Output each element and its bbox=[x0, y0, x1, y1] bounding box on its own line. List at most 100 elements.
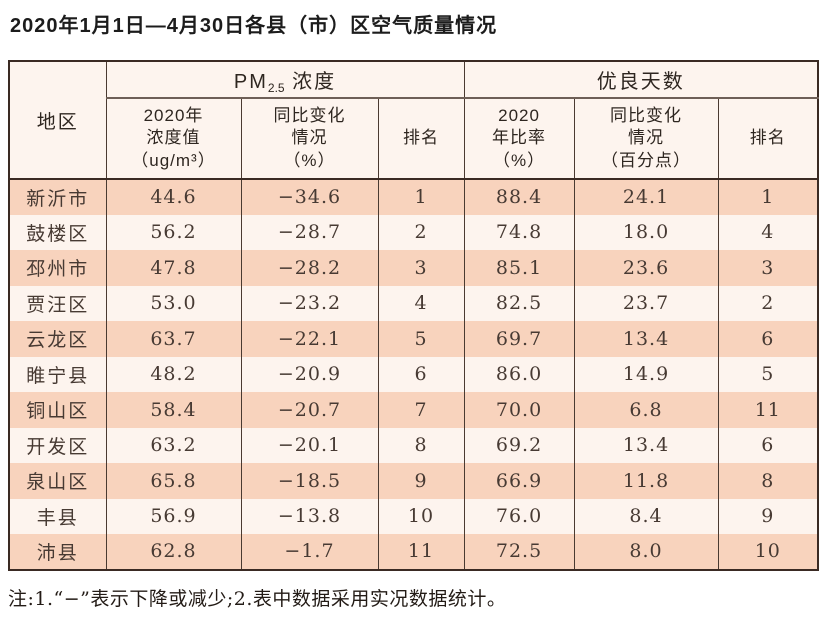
region-cell: 新沂市 bbox=[8, 179, 107, 215]
value-cell: 69.7 bbox=[463, 321, 575, 357]
subheader-row: 2020年 浓度值 （ug/m³） 同比变化 情况 （%） 排名 2020 年比率 （%） 同比变化… bbox=[9, 98, 819, 180]
table-row: 邳州市 47.8 −28.2 3 85.1 23.6 3 bbox=[8, 250, 819, 286]
table-body: 新沂市 44.6 −34.6 1 88.4 24.1 1 鼓楼区 56.2 −28.7 2 74.8 1… bbox=[8, 179, 819, 570]
value-cell: 6 bbox=[377, 356, 465, 392]
value-cell: 3 bbox=[377, 250, 465, 286]
table-row: 开发区 63.2 −20.1 8 69.2 13.4 6 bbox=[8, 427, 819, 463]
value-cell: 63.2 bbox=[105, 427, 242, 463]
table-header: 地区 PM2.5 浓度 优良天数 2020年 浓度值 （ug/m³） 同比变化 情况 （%… bbox=[8, 61, 819, 180]
column-header: 2020年 浓度值 （ug/m³） bbox=[105, 98, 242, 180]
pm25-label-main: PM bbox=[233, 70, 268, 93]
footnote: 注:1.“−”表示下降或减少;2.表中数据采用实况数据统计。 bbox=[8, 588, 507, 610]
value-cell: 85.1 bbox=[463, 250, 575, 286]
value-cell: 70.0 bbox=[463, 392, 575, 428]
value-cell: 65.8 bbox=[105, 463, 242, 499]
value-cell: −28.2 bbox=[240, 250, 379, 286]
value-cell: 10 bbox=[717, 534, 819, 570]
value-cell: 6.8 bbox=[573, 392, 719, 428]
table-row: 泉山区 65.8 −18.5 9 66.9 11.8 8 bbox=[8, 463, 819, 499]
value-cell: −20.1 bbox=[240, 427, 379, 463]
value-cell: 69.2 bbox=[463, 427, 575, 463]
region-cell: 开发区 bbox=[8, 427, 107, 463]
value-cell: 56.9 bbox=[105, 498, 242, 534]
table-row: 沛县 62.8 −1.7 11 72.5 8.0 10 bbox=[8, 534, 819, 570]
value-cell: −34.6 bbox=[240, 179, 379, 215]
value-cell: 88.4 bbox=[463, 179, 575, 215]
value-cell: 7 bbox=[377, 392, 465, 428]
value-cell: −20.9 bbox=[240, 356, 379, 392]
table-row: 睢宁县 48.2 −20.9 6 86.0 14.9 5 bbox=[8, 356, 819, 392]
value-cell: 23.6 bbox=[573, 250, 719, 286]
pm25-label-rest: 浓度 bbox=[284, 70, 337, 93]
value-cell: 6 bbox=[717, 321, 819, 357]
table-row: 云龙区 63.7 −22.1 5 69.7 13.4 6 bbox=[8, 321, 819, 357]
table-row: 贾汪区 53.0 −23.2 4 82.5 23.7 2 bbox=[8, 285, 819, 321]
air-quality-table: 地区 PM2.5 浓度 优良天数 2020年 浓度值 （ug/m³） 同比变化 情况 （%… bbox=[8, 60, 820, 571]
region-cell: 铜山区 bbox=[8, 392, 107, 428]
value-cell: 9 bbox=[377, 463, 465, 499]
value-cell: 5 bbox=[717, 356, 819, 392]
group-header-pm25: PM2.5 浓度 bbox=[105, 61, 465, 99]
column-header-region: 地区 bbox=[8, 61, 107, 180]
value-cell: 4 bbox=[377, 285, 465, 321]
value-cell: 53.0 bbox=[105, 285, 242, 321]
column-header: 同比变化 情况 （%） bbox=[240, 98, 379, 180]
table-row: 铜山区 58.4 −20.7 7 70.0 6.8 11 bbox=[8, 392, 819, 428]
group-header-good-days: 优良天数 bbox=[463, 61, 819, 99]
value-cell: 1 bbox=[377, 179, 465, 215]
value-cell: 4 bbox=[717, 214, 819, 250]
region-cell: 丰县 bbox=[8, 498, 107, 534]
column-header: 排名 bbox=[377, 98, 465, 180]
value-cell: 76.0 bbox=[463, 498, 575, 534]
table-row: 鼓楼区 56.2 −28.7 2 74.8 18.0 4 bbox=[8, 214, 819, 250]
column-header: 排名 bbox=[717, 98, 819, 180]
value-cell: 18.0 bbox=[573, 214, 719, 250]
region-cell: 鼓楼区 bbox=[8, 214, 107, 250]
column-header: 同比变化 情况 （百分点） bbox=[573, 98, 719, 180]
value-cell: 82.5 bbox=[463, 285, 575, 321]
value-cell: 23.7 bbox=[573, 285, 719, 321]
value-cell: 47.8 bbox=[105, 250, 242, 286]
value-cell: 6 bbox=[717, 427, 819, 463]
value-cell: 66.9 bbox=[463, 463, 575, 499]
value-cell: −13.8 bbox=[240, 498, 379, 534]
value-cell: 58.4 bbox=[105, 392, 242, 428]
table-row: 新沂市 44.6 −34.6 1 88.4 24.1 1 bbox=[8, 179, 819, 215]
pm25-label-subscript: 2.5 bbox=[267, 80, 285, 95]
table-row: 丰县 56.9 −13.8 10 76.0 8.4 9 bbox=[8, 498, 819, 534]
value-cell: −28.7 bbox=[240, 214, 379, 250]
page-title: 2020年1月1日—4月30日各县（市）区空气质量情况 bbox=[10, 15, 498, 37]
value-cell: 63.7 bbox=[105, 321, 242, 357]
value-cell: 10 bbox=[377, 498, 465, 534]
column-header: 2020 年比率 （%） bbox=[463, 98, 575, 180]
value-cell: 74.8 bbox=[463, 214, 575, 250]
value-cell: 24.1 bbox=[573, 179, 719, 215]
value-cell: 11 bbox=[377, 534, 465, 570]
value-cell: 13.4 bbox=[573, 427, 719, 463]
region-cell: 邳州市 bbox=[8, 250, 107, 286]
value-cell: −22.1 bbox=[240, 321, 379, 357]
value-cell: 14.9 bbox=[573, 356, 719, 392]
value-cell: 8 bbox=[717, 463, 819, 499]
value-cell: −1.7 bbox=[240, 534, 379, 570]
region-cell: 沛县 bbox=[8, 534, 107, 570]
value-cell: 86.0 bbox=[463, 356, 575, 392]
value-cell: 2 bbox=[717, 285, 819, 321]
value-cell: 5 bbox=[377, 321, 465, 357]
value-cell: 56.2 bbox=[105, 214, 242, 250]
value-cell: 44.6 bbox=[105, 179, 242, 215]
region-cell: 泉山区 bbox=[8, 463, 107, 499]
value-cell: 72.5 bbox=[463, 534, 575, 570]
value-cell: −18.5 bbox=[240, 463, 379, 499]
value-cell: 9 bbox=[717, 498, 819, 534]
region-cell: 贾汪区 bbox=[8, 285, 107, 321]
value-cell: 8.4 bbox=[573, 498, 719, 534]
value-cell: 1 bbox=[717, 179, 819, 215]
value-cell: 8 bbox=[377, 427, 465, 463]
value-cell: 3 bbox=[717, 250, 819, 286]
region-cell: 睢宁县 bbox=[8, 356, 107, 392]
value-cell: 2 bbox=[377, 214, 465, 250]
value-cell: −23.2 bbox=[240, 285, 379, 321]
value-cell: 62.8 bbox=[105, 534, 242, 570]
region-cell: 云龙区 bbox=[8, 321, 107, 357]
